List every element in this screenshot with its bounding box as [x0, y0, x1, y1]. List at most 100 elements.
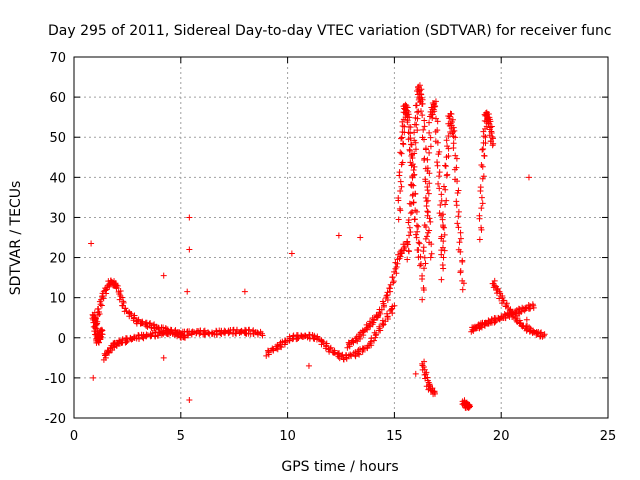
- data-point: [357, 346, 364, 353]
- data-point: [459, 286, 466, 293]
- data-point: [376, 323, 383, 330]
- data-point: [384, 313, 391, 320]
- data-point: [422, 260, 429, 267]
- data-point: [371, 317, 378, 324]
- data-point: [254, 331, 261, 338]
- data-point: [447, 120, 454, 127]
- data-point: [213, 331, 220, 338]
- data-point: [396, 205, 403, 212]
- data-point: [454, 190, 461, 197]
- data-point: [405, 217, 412, 224]
- data-point: [414, 228, 421, 235]
- data-point: [413, 234, 420, 241]
- data-point: [407, 141, 414, 148]
- data-point: [134, 317, 141, 324]
- data-point: [453, 155, 460, 162]
- y-tick-label: -10: [45, 372, 66, 387]
- data-point: [426, 382, 433, 389]
- data-point: [414, 127, 421, 134]
- data-point: [394, 256, 401, 263]
- outlier-point: [335, 232, 342, 239]
- plot-frame: [73, 56, 609, 419]
- y-tick-label: 70: [49, 51, 66, 66]
- outlier-point: [525, 174, 532, 181]
- data-point: [417, 253, 424, 260]
- data-point: [477, 184, 484, 191]
- track: [489, 277, 548, 340]
- track: [263, 302, 398, 363]
- data-point: [421, 136, 428, 143]
- data-point: [404, 256, 411, 263]
- data-point: [390, 278, 397, 285]
- data-point: [99, 293, 106, 300]
- data-point: [360, 328, 367, 335]
- data-point: [408, 182, 415, 189]
- data-point: [404, 238, 411, 245]
- data-point: [489, 133, 496, 140]
- data-point: [457, 235, 464, 242]
- data-point: [424, 156, 431, 163]
- data-point: [405, 247, 412, 254]
- data-point: [444, 171, 451, 178]
- data-point: [438, 276, 445, 283]
- x-tick-label: 10: [279, 429, 296, 444]
- data-point: [327, 345, 334, 352]
- data-point: [391, 302, 398, 309]
- data-point: [432, 128, 439, 135]
- data-point: [431, 108, 438, 115]
- data-point: [436, 173, 443, 180]
- data-point: [479, 146, 486, 153]
- data-point: [421, 123, 428, 130]
- outlier-point: [186, 214, 193, 221]
- data-point: [427, 143, 434, 150]
- data-point: [400, 141, 407, 148]
- data-point: [454, 220, 461, 227]
- data-point: [176, 331, 183, 338]
- data-point: [373, 331, 380, 338]
- data-point: [428, 241, 435, 248]
- track: [404, 82, 435, 263]
- data-point: [409, 155, 416, 162]
- data-point: [339, 351, 346, 358]
- track: [468, 301, 537, 335]
- data-point: [113, 285, 120, 292]
- y-tick-label: 30: [49, 211, 66, 226]
- track: [395, 101, 424, 269]
- data-point: [445, 132, 452, 139]
- data-point: [500, 297, 507, 304]
- data-point: [399, 123, 406, 130]
- data-point: [406, 224, 413, 231]
- data-point: [510, 311, 517, 318]
- data-point: [443, 137, 450, 144]
- data-point: [486, 126, 493, 133]
- data-point: [442, 162, 449, 169]
- data-point: [420, 284, 427, 291]
- data-point: [423, 198, 430, 205]
- data-point: [238, 328, 245, 335]
- data-point: [352, 337, 359, 344]
- data-point: [384, 289, 391, 296]
- data-point: [488, 123, 495, 130]
- data-point: [434, 162, 441, 169]
- data-point: [449, 116, 456, 123]
- x-axis-label: GPS time / hours: [281, 459, 398, 475]
- data-point: [438, 247, 445, 254]
- data-point: [135, 335, 142, 342]
- data-point: [447, 110, 454, 117]
- data-point: [401, 243, 408, 250]
- data-point: [427, 254, 434, 261]
- data-point: [355, 350, 362, 357]
- data-point: [356, 351, 363, 358]
- data-point: [410, 191, 417, 198]
- x-tick-label: 25: [600, 429, 617, 444]
- data-point: [327, 344, 334, 351]
- data-point: [323, 342, 330, 349]
- data-point: [415, 223, 422, 230]
- data-point: [421, 254, 428, 261]
- data-point: [96, 332, 103, 339]
- data-point: [482, 140, 489, 147]
- data-point: [478, 224, 485, 231]
- data-point: [407, 135, 414, 142]
- y-tick-label: 60: [49, 91, 66, 106]
